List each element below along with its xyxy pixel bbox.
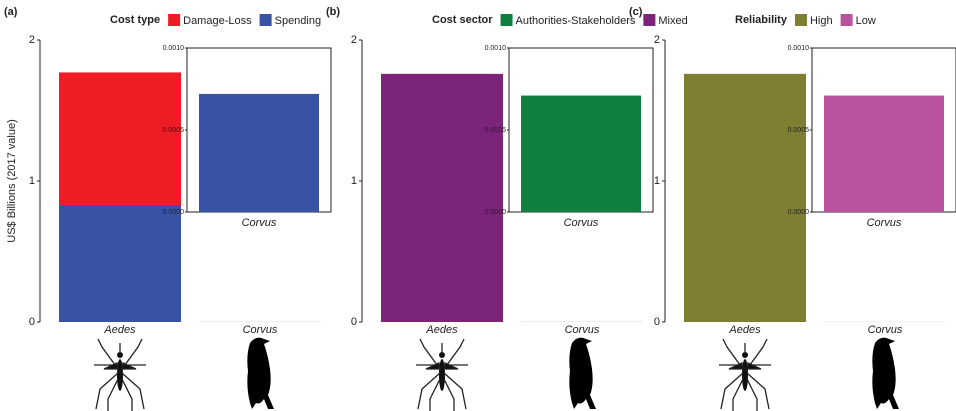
x-tick-label: Corvus <box>565 324 600 336</box>
bar <box>59 72 181 205</box>
inset-x-tick-label: Corvus <box>867 217 902 229</box>
legend-title: Cost sector <box>432 14 493 26</box>
panel-label: (b) <box>326 6 340 18</box>
inset-x-tick-label: Corvus <box>564 217 599 229</box>
legend-label: Mixed <box>658 15 687 27</box>
inset-bar <box>521 95 641 212</box>
y-tick-label: 1 <box>29 175 35 187</box>
crow-icon <box>247 337 274 409</box>
y-axis-title: US$ Billions (2017 value) <box>6 119 18 243</box>
panel-label: (a) <box>4 6 18 18</box>
y-tick-label: 2 <box>29 34 35 46</box>
y-tick-label: 2 <box>351 34 357 46</box>
legend-title: Cost type <box>110 14 160 26</box>
x-tick-label: Aedes <box>425 324 458 336</box>
legend-label: High <box>810 15 833 27</box>
mosquito-icon <box>93 338 147 411</box>
x-tick-label: Corvus <box>868 324 903 336</box>
y-tick-label: 0 <box>29 316 35 328</box>
legend-swatch <box>643 14 656 26</box>
inset-y-tick-label: 0.0005 <box>788 127 810 134</box>
legend-swatch <box>500 14 513 26</box>
y-tick-label: 0 <box>351 316 357 328</box>
legend-swatch <box>794 14 807 26</box>
legend-swatch <box>840 14 853 26</box>
crow-icon <box>569 337 596 409</box>
bar <box>59 204 181 322</box>
inset-y-tick-label: 0.0000 <box>788 209 810 216</box>
inset-y-tick-label: 0.0000 <box>485 209 507 216</box>
inset-y-tick-label: 0.0010 <box>485 45 507 52</box>
bar <box>684 73 806 322</box>
y-tick-label: 0 <box>654 316 660 328</box>
inset-x-tick-label: Corvus <box>242 217 277 229</box>
legend-title: Reliability <box>735 14 788 26</box>
mosquito-icon <box>718 338 772 411</box>
inset-y-tick-label: 0.0005 <box>485 127 507 134</box>
inset-bar <box>824 95 944 212</box>
legend-swatch <box>259 14 272 26</box>
inset-bar <box>199 93 319 212</box>
inset-y-tick-label: 0.0010 <box>788 45 810 52</box>
crow-icon <box>872 337 899 409</box>
x-tick-label: Aedes <box>103 324 136 336</box>
legend-label: Low <box>856 15 876 27</box>
y-tick-label: 1 <box>351 175 357 187</box>
panel-label: (c) <box>629 6 643 18</box>
legend-label: Authorities-Stakeholders <box>516 15 636 27</box>
x-tick-label: Aedes <box>728 324 761 336</box>
legend-label: Spending <box>275 15 322 27</box>
mosquito-icon <box>415 338 469 411</box>
y-tick-label: 1 <box>654 175 660 187</box>
y-tick-label: 2 <box>654 34 660 46</box>
legend-label: Damage-Loss <box>183 15 252 27</box>
inset-y-tick-label: 0.0005 <box>163 127 185 134</box>
inset-y-tick-label: 0.0000 <box>163 209 185 216</box>
legend-swatch <box>168 14 181 26</box>
x-tick-label: Corvus <box>243 324 278 336</box>
inset-y-tick-label: 0.0010 <box>163 45 185 52</box>
bar <box>381 73 503 322</box>
